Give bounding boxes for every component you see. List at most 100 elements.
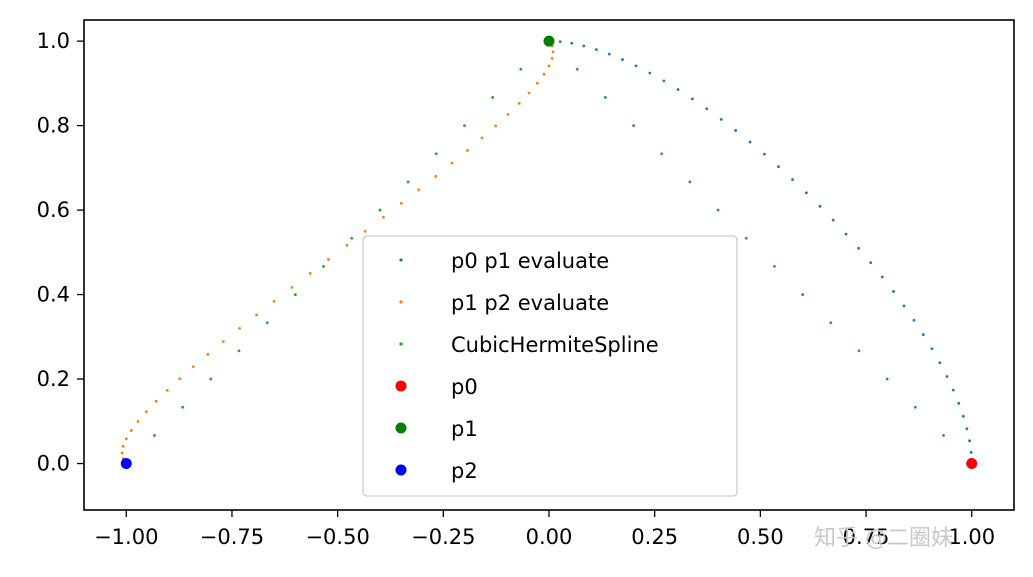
data-point (154, 399, 158, 403)
data-point (308, 272, 312, 275)
data-point (961, 414, 965, 418)
data-point (857, 349, 861, 353)
data-point (892, 290, 895, 293)
data-point (734, 129, 738, 132)
data-point (773, 265, 776, 268)
y-tick-label: 0.6 (37, 198, 70, 222)
data-point (290, 285, 294, 289)
data-point (120, 451, 124, 455)
x-tick-label: −0.50 (305, 525, 369, 549)
legend-label: p2 (451, 459, 478, 483)
data-point (527, 91, 531, 95)
x-tick-label: 0.00 (526, 525, 573, 549)
data-point (705, 107, 709, 111)
x-tick-label: 0.50 (737, 525, 784, 549)
data-point (662, 79, 666, 83)
data-point (570, 41, 574, 45)
data-point (221, 340, 225, 343)
data-point (517, 101, 521, 105)
data-point (153, 433, 156, 437)
legend-item: p1 p2 evaluate (399, 291, 609, 315)
y-tick-label: 0.8 (37, 114, 70, 138)
legend-marker (399, 342, 403, 346)
data-point (434, 174, 438, 178)
legend: p0 p1 evaluate p1 p2 evaluate CubicHermite… (362, 235, 738, 497)
legend-marker (395, 380, 407, 392)
data-point (744, 236, 748, 240)
data-point (551, 50, 555, 54)
y-tick-label: 0.0 (37, 452, 70, 476)
data-point (322, 265, 325, 268)
data-point (120, 458, 132, 470)
data-point (399, 202, 403, 205)
watermark: 知乎 @二圈妹 (814, 526, 953, 551)
data-point (550, 56, 554, 60)
data-point (417, 188, 421, 192)
data-point (913, 405, 917, 409)
data-point (968, 439, 971, 443)
legend-label: p1 p2 evaluate (451, 291, 609, 315)
legend-label: p0 (451, 375, 478, 399)
data-point (804, 191, 808, 195)
x-tick-label: −0.75 (200, 525, 264, 549)
data-point (634, 64, 638, 68)
data-point (491, 96, 495, 99)
data-point (777, 165, 780, 169)
data-point (350, 236, 354, 240)
data-point (603, 96, 607, 99)
legend-marker (395, 464, 407, 476)
data-point (660, 152, 664, 156)
data-point (748, 140, 752, 144)
data-point (801, 293, 805, 296)
data-point (519, 67, 523, 71)
data-point (381, 215, 385, 219)
legend-item: p0 p1 evaluate (399, 249, 609, 273)
data-point (688, 180, 692, 184)
data-point (463, 124, 466, 128)
data-point (594, 48, 598, 51)
data-point (255, 313, 258, 317)
x-tick-label: 0.75 (843, 525, 890, 549)
x-tick-label: 0.25 (631, 525, 678, 549)
data-point (921, 333, 925, 336)
legend-label: p1 (451, 417, 478, 441)
data-point (716, 208, 720, 212)
data-point (378, 208, 382, 212)
data-point (719, 117, 723, 121)
series-p1-p2-evaluate (120, 39, 555, 465)
data-point (434, 152, 438, 156)
data-point (406, 180, 410, 184)
data-point (831, 218, 835, 222)
legend-item: p0 (395, 375, 478, 399)
data-point (582, 44, 586, 48)
data-point (543, 35, 555, 47)
legend-item: p1 (395, 417, 478, 441)
data-point (818, 204, 822, 208)
data-point (938, 361, 942, 365)
series-p1 (543, 35, 555, 47)
y-tick-label: 0.4 (37, 283, 70, 307)
data-point (450, 161, 454, 165)
data-point (942, 433, 945, 437)
data-point (575, 67, 579, 71)
data-point (966, 458, 978, 470)
legend-marker (395, 422, 407, 434)
data-point (480, 136, 484, 140)
data-point (547, 64, 551, 68)
data-point (181, 405, 185, 409)
data-point (209, 377, 213, 381)
data-point (607, 52, 611, 56)
data-point (494, 124, 497, 128)
data-point (136, 419, 140, 423)
data-point (829, 321, 833, 325)
data-point (293, 293, 297, 296)
data-point (558, 40, 562, 44)
data-point (165, 388, 169, 392)
x-axis: −1.00 −0.75 −0.50 −0.25 0.00 0.25 0.50 0.75 1.00 (94, 510, 995, 549)
y-axis: 0.0 0.2 0.4 0.6 0.8 1.0 (37, 29, 84, 476)
legend-marker (399, 258, 403, 262)
data-point (621, 58, 624, 61)
data-point (762, 152, 766, 156)
legend-label: p0 p1 evaluate (451, 249, 609, 273)
